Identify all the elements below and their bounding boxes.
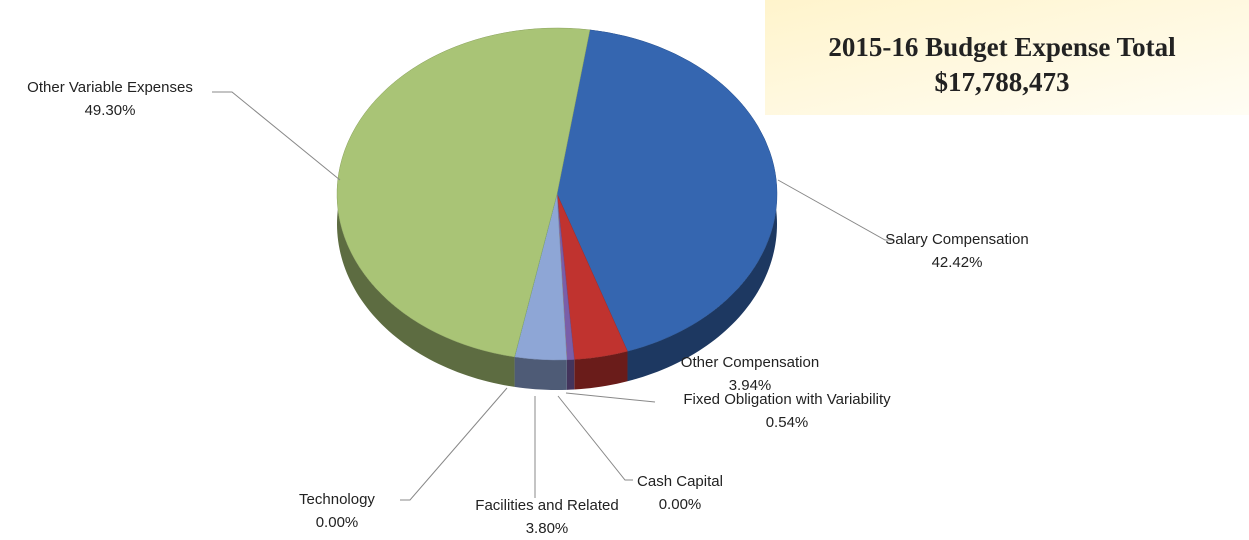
pie-tops (336, 27, 778, 361)
chart-title: 2015-16 Budget Expense Total (828, 32, 1176, 62)
slice-side (514, 356, 567, 390)
leader-line (565, 392, 656, 403)
title-box (765, 0, 1249, 115)
leader-line (777, 179, 893, 241)
value-label: 3.80% (526, 520, 569, 537)
value-label: 0.00% (316, 514, 359, 531)
category-label: Cash Capital (637, 473, 723, 490)
leader-line (400, 387, 508, 501)
category-label: Technology (299, 491, 375, 508)
slice (556, 29, 778, 352)
category-label: Other Compensation (681, 354, 819, 371)
slice (336, 27, 591, 358)
chart-subtitle: $17,788,473 (935, 67, 1070, 97)
category-label: Fixed Obligation with Variability (683, 391, 891, 408)
value-label: 49.30% (85, 102, 136, 119)
value-label: 0.54% (766, 414, 809, 431)
slice-side (574, 351, 628, 390)
category-label: Facilities and Related (475, 497, 618, 514)
value-label: 3.94% (729, 377, 772, 394)
value-label: 0.00% (659, 496, 702, 513)
leader-line (557, 395, 633, 481)
labels: Salary Compensation 42.42% Other Compensat… (27, 79, 1029, 537)
category-label: Salary Compensation (885, 231, 1028, 248)
value-label: 42.42% (932, 254, 983, 271)
category-label: Other Variable Expenses (27, 79, 193, 96)
slice-side (566, 359, 575, 390)
leader-line (212, 91, 341, 181)
